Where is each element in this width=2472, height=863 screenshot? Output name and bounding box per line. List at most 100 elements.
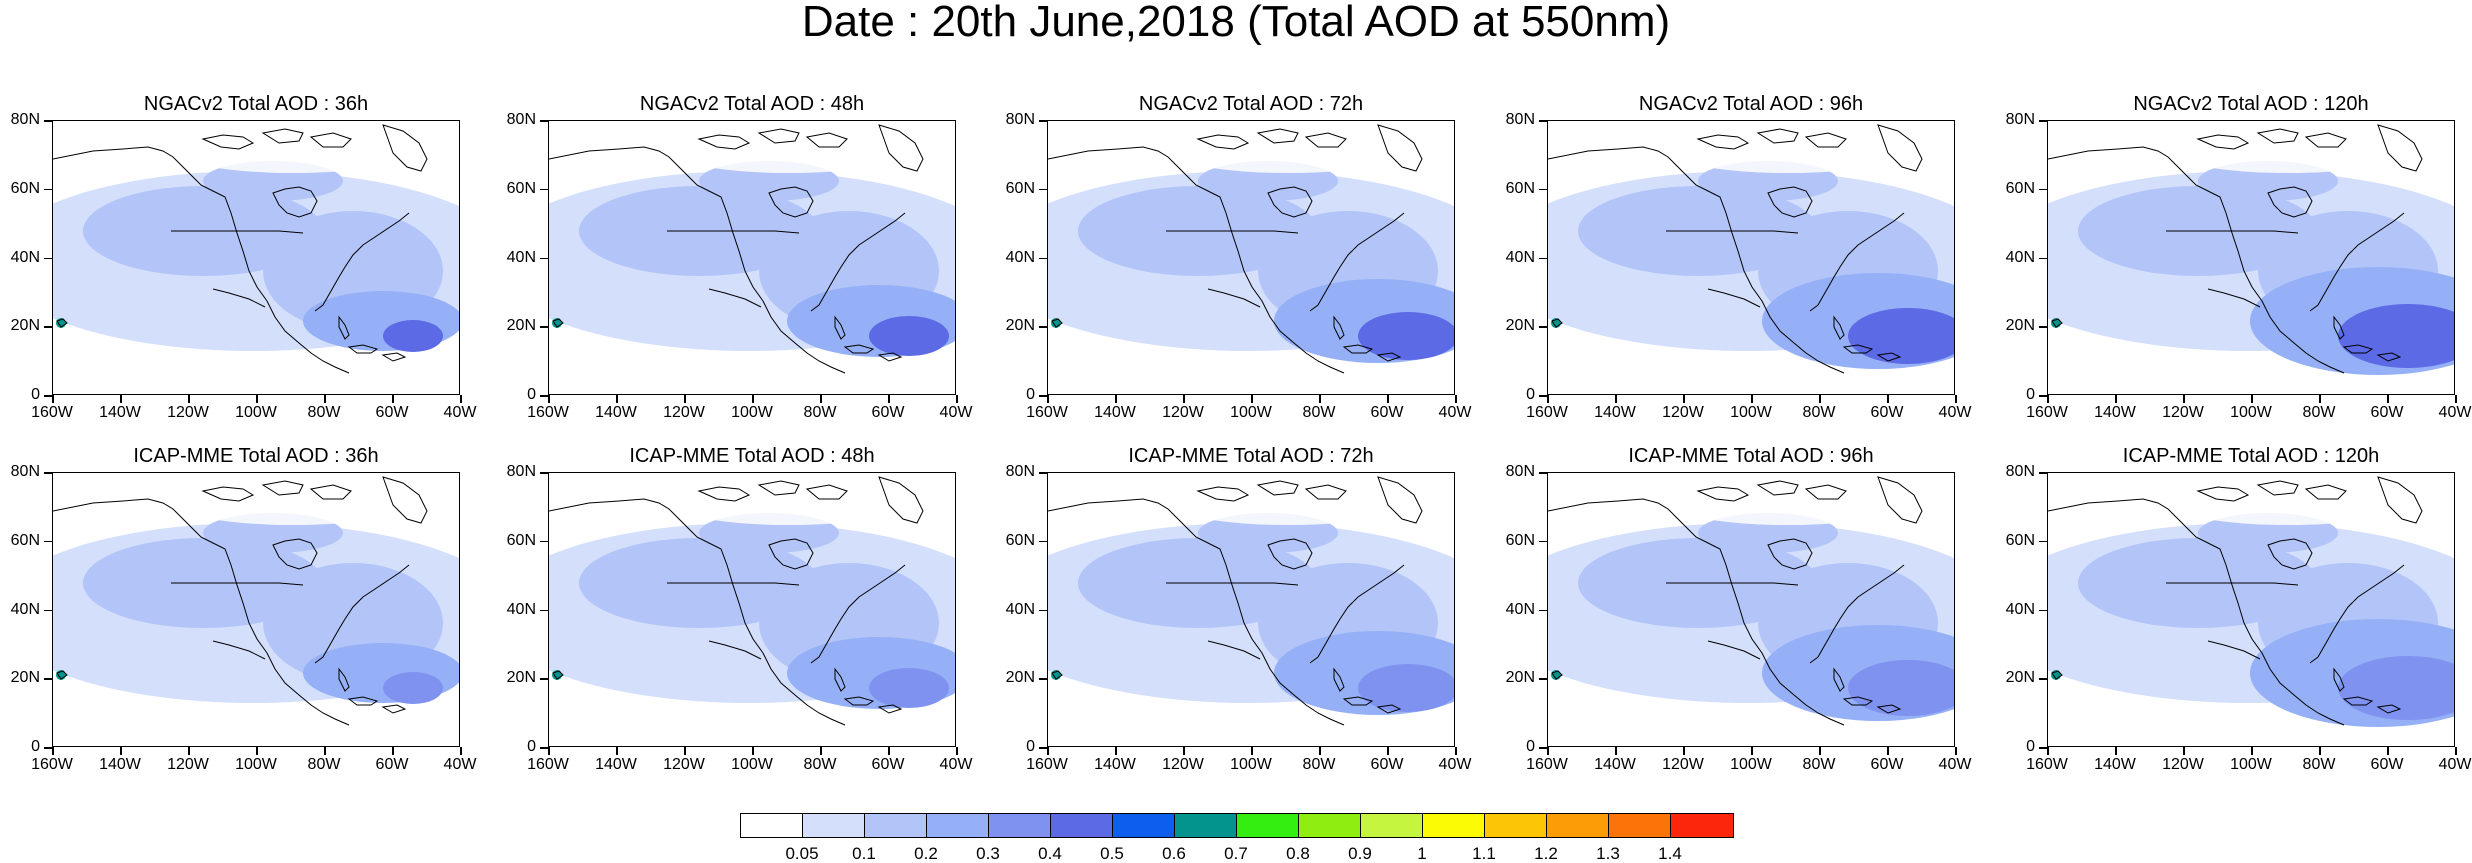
longitude-tickmark <box>1819 747 1821 755</box>
longitude-tick-label: 80W <box>2302 756 2336 773</box>
latitude-tick-label: 20N <box>1505 669 1535 687</box>
longitude-tickmark <box>120 747 122 755</box>
coastline <box>1196 134 1250 150</box>
coastline <box>382 124 428 172</box>
aod-shading <box>1358 664 1454 712</box>
colorbar-swatch <box>865 814 927 837</box>
latitude-tick-label: 40N <box>1505 600 1535 618</box>
latitude-tick-label: 40N <box>10 248 40 266</box>
longitude-tick-label: 140W <box>1094 756 1136 773</box>
longitude-tick-label: 160W <box>1026 404 1068 421</box>
aod-map-panel <box>2047 472 2455 747</box>
coastline <box>1166 230 1299 234</box>
coastline <box>2267 186 2313 218</box>
clear-sky-patch <box>53 347 263 394</box>
coastline <box>834 315 846 340</box>
latitude-tickmark <box>2039 747 2047 749</box>
latitude-tick-label: 20N <box>10 669 40 687</box>
longitude-tick-label: 40W <box>443 756 477 773</box>
coastline <box>1767 538 1813 570</box>
colorbar-label: 0.9 <box>1348 844 1372 863</box>
longitude-tickmark <box>1115 395 1117 403</box>
aod-map-panel <box>548 472 956 747</box>
latitude-tick-label: 0 <box>2026 738 2035 755</box>
coastline <box>53 146 350 374</box>
longitude-tickmark <box>460 747 462 755</box>
coastline <box>810 564 906 664</box>
coastline <box>56 318 68 328</box>
coastline <box>1267 538 1313 570</box>
coastline <box>1548 146 1845 374</box>
colorbar-label: 0.4 <box>1038 844 1062 863</box>
coastline <box>768 186 814 218</box>
aod-shading <box>1358 312 1454 360</box>
latitude-tick-label: 80N <box>2005 111 2035 128</box>
latitude-tick-label: 60N <box>10 179 40 197</box>
latitude-tick-label: 20N <box>1505 317 1535 335</box>
latitude-tickmark <box>1039 609 1047 611</box>
latitude-tickmark <box>1539 609 1547 611</box>
latitude-tickmark <box>540 747 548 749</box>
longitude-tickmark <box>1683 747 1685 755</box>
colorbar-swatch <box>1485 814 1547 837</box>
coastline <box>843 344 875 354</box>
coastline <box>338 315 350 340</box>
longitude-tickmark <box>1455 747 1457 755</box>
longitude-tick-label: 120W <box>1162 404 1204 421</box>
latitude-tick-label: 40N <box>1005 248 1035 266</box>
coastline <box>1696 486 1750 502</box>
coastline <box>2267 538 2313 570</box>
longitude-tickmark <box>120 395 122 403</box>
coastline <box>1333 315 1345 340</box>
coastline <box>2376 704 2402 714</box>
colorbar-label: 1 <box>1417 844 1427 863</box>
coastline <box>1342 696 1374 706</box>
coastline <box>877 704 903 714</box>
longitude-tick-label: 120W <box>1662 404 1704 421</box>
coastline <box>2309 564 2405 664</box>
latitude-tickmark <box>44 747 52 749</box>
coastline <box>667 230 800 234</box>
coastline <box>2048 498 2345 726</box>
coastline <box>201 486 255 502</box>
longitude-tickmark <box>324 395 326 403</box>
coastline <box>314 564 410 664</box>
colorbar-label: 1.1 <box>1472 844 1496 863</box>
longitude-tickmark <box>2115 395 2117 403</box>
longitude-tickmark <box>1319 395 1321 403</box>
coastline <box>667 582 800 586</box>
longitude-tickmark <box>1615 747 1617 755</box>
longitude-tick-label: 100W <box>731 756 773 773</box>
colorbar-swatch <box>741 814 803 837</box>
coastline <box>1804 484 1847 500</box>
latitude-tickmark <box>2039 326 2047 328</box>
coastline <box>2166 230 2299 234</box>
coastline <box>2196 486 2250 502</box>
coastline <box>1166 582 1299 586</box>
coastline <box>261 480 304 496</box>
map-svg <box>1548 476 1954 746</box>
map-svg <box>53 476 459 746</box>
coastline <box>1256 480 1299 496</box>
longitude-tickmark <box>1683 395 1685 403</box>
clear-sky-patch <box>1548 699 1758 746</box>
longitude-tickmark <box>2183 747 2185 755</box>
longitude-tick-label: 140W <box>99 756 141 773</box>
aod-map-panel <box>548 120 956 395</box>
coastline <box>552 670 564 680</box>
colorbar-label: 0.7 <box>1224 844 1248 863</box>
longitude-tick-label: 60W <box>1370 756 1404 773</box>
longitude-tickmark <box>52 747 54 755</box>
panel-title: ICAP-MME Total AOD : 48h <box>629 445 875 467</box>
coastline <box>1548 498 1845 726</box>
clear-sky-patch <box>173 481 413 525</box>
longitude-tick-label: 160W <box>2026 404 2068 421</box>
longitude-tick-label: 120W <box>1662 756 1704 773</box>
coastline <box>1666 230 1799 234</box>
map-svg <box>2048 476 2454 746</box>
colorbar-swatch <box>1237 814 1299 837</box>
coastline <box>2048 146 2345 374</box>
longitude-tick-label: 60W <box>1870 756 1904 773</box>
latitude-tick-label: 80N <box>2005 463 2035 480</box>
longitude-tickmark <box>324 747 326 755</box>
